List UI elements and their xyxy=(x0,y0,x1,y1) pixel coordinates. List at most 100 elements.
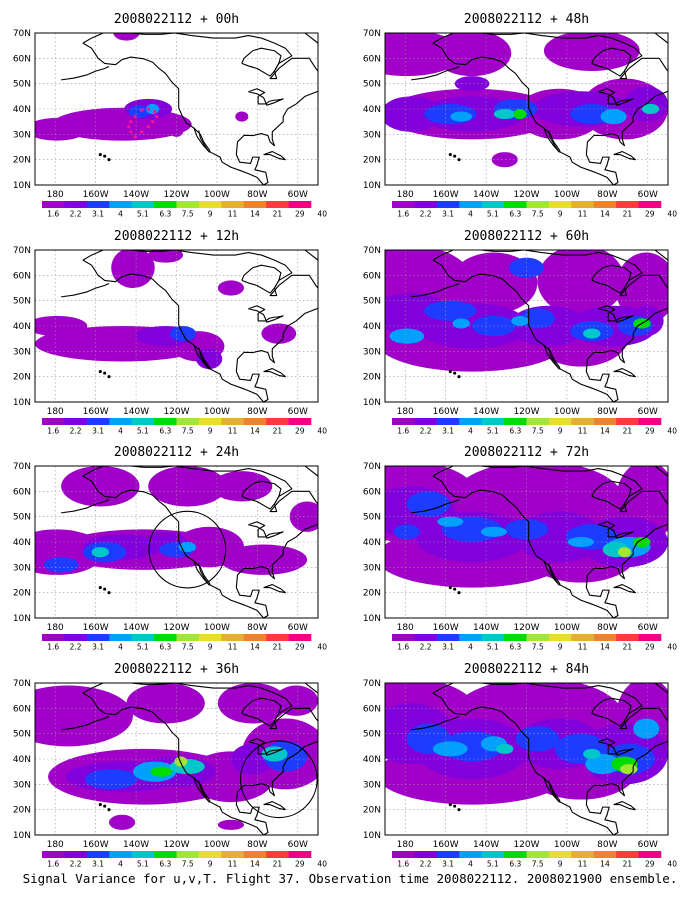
panel-72h-colorbar-swatch xyxy=(459,634,482,641)
panel-36h-coastline xyxy=(61,683,318,835)
panel-00h-colorbar-swatch xyxy=(288,201,312,208)
panel-72h-colorbar-label: 14 xyxy=(600,643,610,652)
panel-72h-lat-label: 50N xyxy=(363,513,381,523)
panel-72h-colorbar-swatch xyxy=(392,634,415,641)
panel-36h-lon-label: 100W xyxy=(204,840,230,850)
panel-60h-colorbar-swatch xyxy=(638,418,662,425)
panel-60h-colorbar-swatch xyxy=(436,418,460,425)
panel-60h-colorbar-label: 4 xyxy=(468,427,473,436)
panel-12h-colorbar-swatch xyxy=(266,418,289,425)
panel-60h-colorbar-swatch xyxy=(414,418,438,425)
panel-48h-colorbar-swatch xyxy=(436,201,460,208)
panel-48h-lon-label: 160W xyxy=(433,190,459,200)
panel-00h-colorbar-swatch xyxy=(109,201,132,208)
panel-24h-lon-label: 60W xyxy=(288,623,308,633)
panel-48h-coastline xyxy=(411,33,668,185)
panel-00h-lat-label: 20N xyxy=(13,156,31,166)
panel-60h-lat-label: 10N xyxy=(363,398,381,408)
panel-24h-colorbar-label: 5.1 xyxy=(137,643,149,652)
panel-24h-variance-cell-14 xyxy=(91,547,110,558)
panel-12h-title: 2008022112 + 12h xyxy=(114,229,239,244)
panel-60h-lat-label: 40N xyxy=(363,322,381,332)
panel-24h-colorbar-label: 9 xyxy=(208,643,213,652)
panel-84h-lat-label: 30N xyxy=(363,780,381,790)
panel-48h-lon-label: 60W xyxy=(638,190,658,200)
panel-00h-lon-label: 160W xyxy=(83,190,109,200)
panel-84h-variance-cell-18 xyxy=(620,764,638,775)
panel-36h-lon-label: 120W xyxy=(163,840,189,850)
panel-48h-variance-cell-15 xyxy=(513,109,527,120)
panel-84h-colorbar-swatch xyxy=(638,851,662,858)
panel-00h-title: 2008022112 + 00h xyxy=(114,12,239,27)
panel-60h-variance-cell-17 xyxy=(511,315,529,326)
panel-84h-colorbar-label: 7.5 xyxy=(532,860,544,869)
panel-60h-variance-cell-16 xyxy=(452,318,470,329)
panel-60h-coastline xyxy=(411,250,668,402)
panel-72h-colorbar-swatch xyxy=(481,634,505,641)
panel-00h-lat-label: 10N xyxy=(13,181,31,191)
panel-36h-lat-label: 30N xyxy=(13,780,31,790)
panel-36h-lat-label: 20N xyxy=(13,806,31,816)
panel-72h-colorbar-label: 21 xyxy=(623,643,633,652)
panel-36h-variance-cell-0 xyxy=(35,685,133,747)
panel-72h-colorbar-swatch xyxy=(548,634,572,641)
panel-36h-colorbar-label: 7.5 xyxy=(182,860,194,869)
panel-84h-colorbar-label: 29 xyxy=(645,860,655,869)
panel-00h-colorbar-swatch xyxy=(42,201,65,208)
panel-12h-colorbar-label: 2.2 xyxy=(70,427,82,436)
panel-12h-lon-label: 100W xyxy=(204,407,230,417)
panel-60h-lat-label: 60N xyxy=(363,271,381,281)
panel-60h-title: 2008022112 + 60h xyxy=(464,229,589,244)
panel-00h-colorbar-swatch xyxy=(86,201,110,208)
panel-48h-lat-label: 10N xyxy=(363,181,381,191)
panel-24h-colorbar-swatch xyxy=(154,634,177,641)
panel-48h-colorbar-swatch xyxy=(414,201,438,208)
panel-24h-variance-cell-4 xyxy=(61,466,140,507)
panel-24h-colorbar-label: 21 xyxy=(273,643,283,652)
panel-60h-variance-cell-3 xyxy=(615,252,668,324)
panel-12h-colorbar-swatch xyxy=(243,418,267,425)
panel-36h-colorbar-swatch xyxy=(109,851,132,858)
panel-24h-variance-cell-12 xyxy=(43,557,79,573)
panel-84h-lon-label: 60W xyxy=(638,840,658,850)
panel-60h-variance-cell-11 xyxy=(424,300,477,321)
panel-12h-lat-label: 40N xyxy=(13,322,31,332)
panel-60h-variance-cell-21 xyxy=(389,328,425,344)
panel-12h-variance-cell-8 xyxy=(148,250,184,263)
panel-24h-colorbar: 1.6 2.2 3.1 4 5.1 6.3 7.5 9 11 14 21 29 40 xyxy=(42,634,327,652)
panel-36h-title: 2008022112 + 36h xyxy=(114,662,239,677)
panel-24h: 2008022112 + 24h 10N 20N 30N 40N 50N 60N 70N 180… xyxy=(13,445,327,652)
panel-48h-lon-label: 80W xyxy=(597,190,617,200)
panel-00h-lon-label: 60W xyxy=(288,190,308,200)
panel-24h-coastline xyxy=(61,466,318,618)
panel-12h-colorbar-swatch xyxy=(176,418,200,425)
panel-84h-colorbar-label: 11 xyxy=(578,860,588,869)
panel-24h-variance-cell-6 xyxy=(211,471,273,502)
panel-12h-coastline xyxy=(61,250,318,402)
panel-36h-colorbar-swatch xyxy=(288,851,312,858)
panel-24h-colorbar-swatch xyxy=(288,634,312,641)
panel-36h-variance-cell-4 xyxy=(126,683,205,724)
panel-84h-lat-label: 10N xyxy=(363,831,381,841)
panel-48h-colorbar-label: 7.5 xyxy=(532,210,544,219)
panel-72h-colorbar-swatch xyxy=(616,634,639,641)
panel-60h-colorbar-label: 29 xyxy=(645,427,655,436)
panel-60h-lon-label: 180 xyxy=(397,407,414,417)
panel-12h-colorbar-swatch xyxy=(131,418,155,425)
panel-24h-colorbar-label: 11 xyxy=(228,643,238,652)
panel-24h-colorbar-swatch xyxy=(86,634,110,641)
panel-36h-lat-label: 70N xyxy=(13,679,31,689)
panel-60h-colorbar-swatch xyxy=(593,418,617,425)
panel-36h-colorbar-swatch xyxy=(64,851,88,858)
panel-60h-colorbar-label: 40 xyxy=(667,427,677,436)
panel-24h-colorbar-swatch xyxy=(243,634,267,641)
panel-72h: 2008022112 + 72h 10N 20N 30N 40N 50N 60N 70N 180… xyxy=(363,445,677,652)
panel-72h-variance-cell-20 xyxy=(393,524,420,540)
panel-72h-variance-cell-15 xyxy=(480,526,507,537)
panel-12h-colorbar-swatch xyxy=(154,418,177,425)
panel-72h-lat-label: 10N xyxy=(363,614,381,624)
panel-12h-colorbar-label: 6.3 xyxy=(159,427,171,436)
panel-00h-colorbar-label: 6.3 xyxy=(159,210,171,219)
panel-24h-colorbar-swatch xyxy=(64,634,88,641)
panel-36h-colorbar-label: 9 xyxy=(208,860,213,869)
